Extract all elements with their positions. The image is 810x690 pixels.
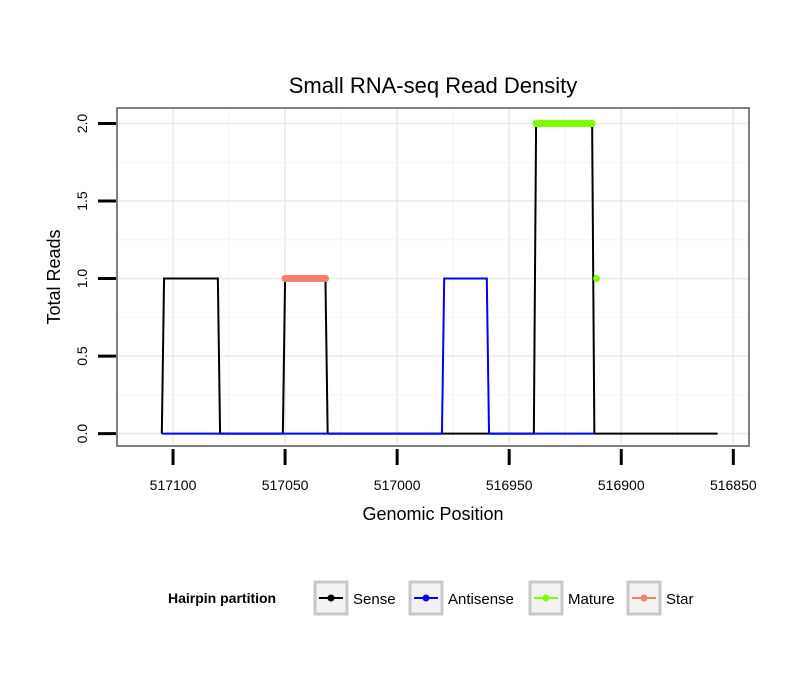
legend-key-point-star: [640, 594, 648, 602]
series-line-antisense: [161, 277, 595, 435]
data-point-mature: [532, 120, 540, 128]
y-axis: 0.0 0.5 1.0 1.5 2.0: [74, 114, 116, 444]
series-layer: [160, 120, 718, 435]
x-tick-label: 517100: [150, 477, 197, 493]
legend-key-point-sense: [327, 594, 335, 602]
plot-panel-border: [116, 107, 750, 447]
legend-title: Hairpin partition: [168, 590, 276, 606]
data-point-star: [301, 275, 309, 283]
data-point-mature: [588, 120, 596, 128]
y-tick-label: 0.5: [74, 346, 90, 366]
legend: Hairpin partition Sense Antisense Mature St…: [168, 580, 694, 616]
x-axis-title: Genomic Position: [362, 504, 503, 524]
x-tick-label: 516900: [598, 477, 645, 493]
x-tick-label: 516950: [486, 477, 533, 493]
legend-label-sense: Sense: [353, 591, 396, 608]
x-tick-label: 517000: [374, 477, 421, 493]
data-point-star: [281, 275, 289, 283]
y-tick-label: 2.0: [74, 114, 90, 134]
x-tick-label: 517050: [262, 477, 309, 493]
grid: [117, 108, 749, 446]
y-tick-label: 0.0: [74, 424, 90, 444]
legend-label-mature: Mature: [568, 591, 615, 608]
y-tick-label: 1.0: [74, 269, 90, 289]
legend-label-star: Star: [666, 591, 694, 608]
data-point-mature: [561, 120, 569, 128]
x-tick-label: 516850: [710, 477, 757, 493]
legend-label-antisense: Antisense: [448, 591, 514, 608]
data-point-mature: [593, 275, 601, 283]
y-axis-title: Total Reads: [44, 229, 64, 324]
chart-title: Small RNA-seq Read Density: [289, 73, 578, 98]
data-point-star: [321, 275, 329, 283]
x-axis: 517100 517050 517000 516950 516900 516850: [150, 449, 757, 493]
y-tick-label: 1.5: [74, 191, 90, 211]
legend-key-point-mature: [542, 594, 550, 602]
legend-key-point-antisense: [422, 594, 430, 602]
